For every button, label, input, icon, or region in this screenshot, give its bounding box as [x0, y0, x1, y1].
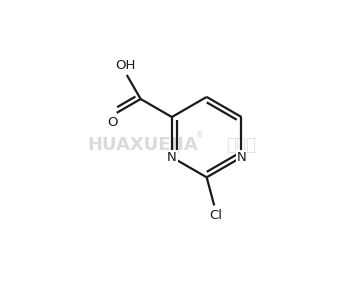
Text: ®: ® — [196, 131, 203, 140]
Text: N: N — [167, 151, 177, 164]
Text: N: N — [237, 151, 246, 164]
Text: 化学加: 化学加 — [226, 137, 256, 154]
Text: O: O — [107, 116, 118, 129]
Text: Cl: Cl — [209, 209, 222, 222]
Text: OH: OH — [115, 59, 136, 72]
Text: HUAXUEJIA: HUAXUEJIA — [87, 137, 198, 154]
